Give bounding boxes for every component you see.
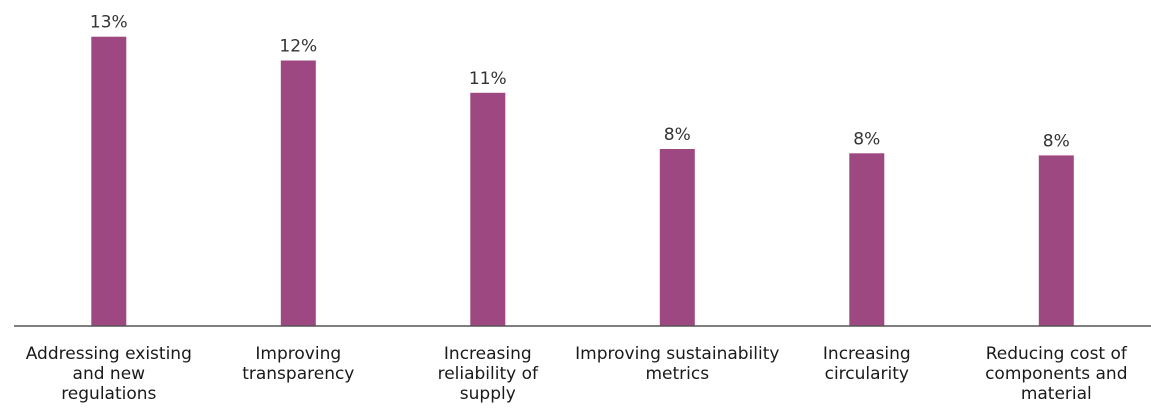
value-label-5: 8% xyxy=(853,129,880,149)
category-label-4: Improving sustainability metrics xyxy=(575,344,779,384)
category-label-5: Increasing circularity xyxy=(823,344,911,384)
value-label-1: 13% xyxy=(90,13,128,33)
category-labels-group: Addressing existing and new regulations Imp… xyxy=(26,344,1128,404)
value-labels-group: 13% 12% 11% 8% 8% 8% xyxy=(90,13,1070,152)
bar-3 xyxy=(470,92,506,326)
bar-5 xyxy=(849,153,885,326)
category-label-2: Improving transparency xyxy=(242,344,354,384)
bars-group xyxy=(91,36,1074,326)
bar-6 xyxy=(1038,155,1074,326)
value-label-3: 11% xyxy=(469,69,507,89)
category-label-6: Reducing cost of components and material xyxy=(985,344,1128,404)
bar-1 xyxy=(91,36,127,326)
value-label-4: 8% xyxy=(664,125,691,145)
bar-2 xyxy=(280,60,316,326)
value-label-6: 8% xyxy=(1043,131,1070,151)
bar-4 xyxy=(659,149,695,326)
category-label-3: Increasing reliability of supply xyxy=(438,344,539,404)
value-label-2: 12% xyxy=(279,37,317,57)
category-label-1: Addressing existing and new regulations xyxy=(26,344,192,404)
